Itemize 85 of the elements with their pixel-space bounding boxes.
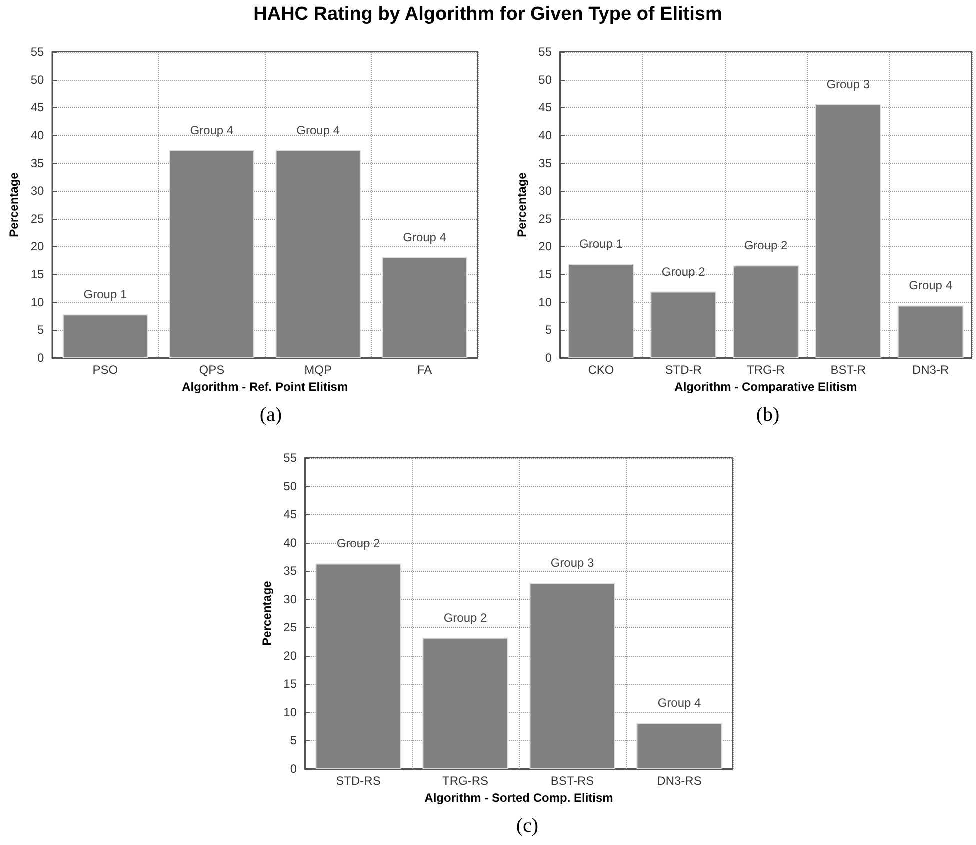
y-tick-label: 45 (538, 100, 552, 115)
y-tick-label: 20 (30, 240, 45, 254)
y-tick-label: 35 (284, 564, 298, 578)
annotation: Group 2 (336, 536, 381, 551)
y-tick-label: 15 (30, 268, 45, 282)
x-tick-label: STD-R (665, 363, 702, 377)
x-tick-label: DN3-R (912, 363, 950, 377)
y-tick-label: 30 (284, 592, 298, 606)
y-tick-label: 50 (30, 72, 45, 87)
annotation: Group 2 (744, 238, 788, 253)
annotation: Group 4 (658, 696, 702, 710)
y-tick-label: 30 (538, 184, 552, 198)
y-tick-label: 40 (538, 128, 552, 142)
text: (a) (258, 404, 284, 427)
x-tick-label: FA (417, 363, 432, 377)
annotation: Group 3 (826, 77, 870, 92)
x-tick-label: MQP (304, 363, 332, 377)
y-tick-label: 55 (284, 451, 298, 465)
y-tick-label: 15 (284, 677, 298, 692)
annotation: Group 4 (909, 278, 953, 293)
bar (815, 104, 882, 358)
y-tick-label: 20 (284, 648, 298, 663)
annotation: Group 1 (580, 236, 624, 251)
annotation: Group 3 (550, 556, 595, 570)
x-tick-label: CKO (588, 363, 614, 377)
y-tick-label: 0 (545, 351, 552, 365)
y-tick-label: 10 (30, 295, 45, 310)
y-tick-label: 50 (284, 479, 298, 494)
bar (898, 306, 964, 358)
y-tick-label: 20 (538, 240, 552, 254)
x-tick-label: STD-RS (336, 774, 381, 788)
y-tick-label: 45 (30, 100, 45, 115)
bar (316, 564, 402, 769)
annotation: Group 4 (296, 123, 340, 138)
y-tick-label: 10 (284, 705, 298, 720)
y-tick-label: 35 (538, 156, 552, 170)
y-tick-label: 25 (284, 620, 298, 635)
annotation: Group 4 (190, 123, 234, 138)
y-tick-label: 15 (538, 268, 552, 282)
x-tick-label: BST-R (830, 363, 866, 377)
y-tick-label: 5 (290, 734, 298, 748)
bar (568, 264, 634, 358)
x-axis-title: Algorithm - Sorted Comp. Elitism (424, 790, 614, 805)
x-axis-title: Algorithm - Ref. Point Elitism (182, 380, 348, 394)
y-tick-label: 55 (538, 45, 552, 59)
bar (169, 150, 254, 358)
text: (c) (515, 815, 540, 838)
bar (422, 638, 508, 769)
y-tick-label: 5 (38, 323, 45, 338)
y-tick-label: 25 (538, 212, 552, 226)
bar (636, 723, 722, 769)
annotation: Group 1 (84, 288, 128, 302)
y-tick-label: 40 (30, 128, 45, 142)
y-tick-label: 10 (538, 295, 552, 310)
x-axis-title: Algorithm - Comparative Elitism (674, 380, 858, 394)
y-tick-label: 45 (284, 508, 298, 522)
y-axis-title: Percentage (260, 580, 274, 646)
y-tick-label: 25 (30, 212, 45, 226)
annotation: Group 2 (444, 610, 488, 625)
y-tick-label: 40 (284, 536, 298, 550)
x-tick-label: PSO (92, 363, 118, 377)
annotation: Group 4 (403, 230, 447, 244)
text: (b) (755, 404, 781, 427)
y-tick-label: 0 (290, 762, 298, 776)
y-tick-label: 55 (30, 45, 45, 59)
y-tick-label: 30 (30, 184, 45, 198)
x-tick-label: DN3-RS (657, 774, 702, 788)
bar (650, 292, 717, 358)
bar (276, 150, 361, 358)
y-axis-title: Percentage (514, 172, 529, 238)
bar (530, 582, 616, 769)
bar (382, 257, 468, 358)
bar (733, 266, 799, 358)
x-tick-label: QPS (199, 363, 225, 377)
bar (62, 314, 148, 358)
x-tick-label: TRG-RS (442, 774, 488, 788)
y-tick-label: 50 (538, 72, 552, 87)
x-tick-label: TRG-R (747, 363, 786, 377)
y-tick-label: 0 (38, 351, 45, 365)
x-tick-label: BST-RS (550, 774, 594, 788)
annotation: Group 2 (662, 264, 706, 279)
y-axis-title: Percentage (7, 172, 21, 238)
y-tick-label: 5 (545, 323, 552, 338)
chart-title: HAHC Rating by Algorithm for Given Type of Elitism (252, 4, 724, 26)
y-tick-label: 35 (30, 156, 45, 170)
